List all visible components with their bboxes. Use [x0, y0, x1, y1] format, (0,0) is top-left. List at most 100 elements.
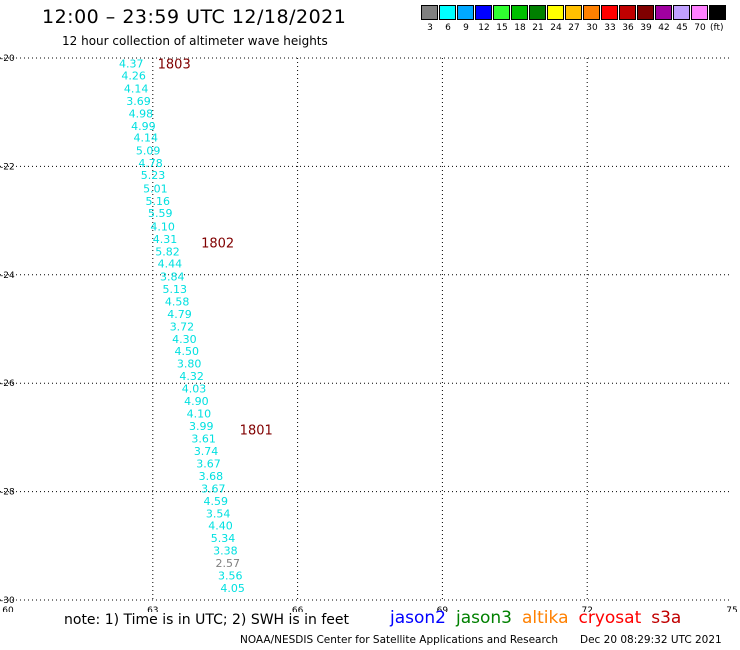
- legend-swatch: [421, 5, 438, 20]
- y-tick-label: -30: [0, 596, 15, 606]
- wave-height-label: 4.32: [179, 370, 204, 383]
- legend-swatch: [529, 5, 546, 20]
- satellite-cryosat: cryosat: [578, 608, 642, 628]
- y-tick-label: -24: [0, 271, 15, 281]
- legend-swatch: [493, 5, 510, 20]
- time-label: 1801: [240, 423, 273, 438]
- x-tick-label: 69: [437, 606, 449, 612]
- wave-height-label: 4.03: [182, 383, 207, 396]
- legend-swatch: [583, 5, 600, 20]
- footnote: note: 1) Time is in UTC; 2) SWH is in fe…: [64, 612, 350, 628]
- satellite-s3a: s3a: [651, 608, 682, 628]
- y-tick-label: -20: [0, 54, 15, 64]
- legend-swatch: [511, 5, 528, 20]
- legend-label: 36: [622, 23, 634, 33]
- legend-swatch: [673, 5, 690, 20]
- wave-height-label: 3.99: [189, 420, 214, 433]
- wave-height-label: 3.38: [213, 545, 238, 558]
- chart-subtitle: 12 hour collection of altimeter wave hei…: [62, 34, 328, 48]
- legend-label: 42: [658, 23, 670, 33]
- credit-line: NOAA/NESDIS Center for Satellite Applica…: [240, 634, 558, 646]
- legend-label: 15: [496, 23, 508, 33]
- legend-swatch: [619, 5, 636, 20]
- wave-height-label: 4.26: [121, 69, 146, 82]
- legend-label: 21: [532, 23, 544, 33]
- wave-height-label: 5.16: [146, 195, 171, 208]
- legend-swatch: [439, 5, 456, 20]
- wave-height-label: 5.01: [143, 183, 168, 196]
- wave-height-label: 4.90: [184, 395, 209, 408]
- legend-label: 3: [427, 23, 433, 33]
- satellite-jason2: jason2: [390, 608, 446, 628]
- legend-label: 27: [568, 23, 580, 33]
- legend-label: 12: [478, 23, 490, 33]
- x-tick-label: 63: [147, 606, 158, 612]
- legend-swatch: [547, 5, 564, 20]
- legend-label: 9: [463, 23, 469, 33]
- wave-height-label: 4.14: [133, 132, 158, 145]
- altimeter-plot: 60 63 66 69 72 75-20-22-24-26-28-304.374.264.…: [0, 54, 738, 612]
- legend-label: 39: [640, 23, 652, 33]
- wave-height-label: 4.37: [119, 57, 144, 70]
- wave-height-label: 3.69: [126, 95, 150, 108]
- wave-height-label: 3.67: [196, 457, 221, 470]
- wave-height-label: 3.67: [201, 482, 226, 495]
- legend-label: 33: [604, 23, 616, 33]
- legend-swatch: [565, 5, 582, 20]
- wave-height-label: 4.30: [172, 333, 197, 346]
- wave-height-label: 3.74: [194, 445, 219, 458]
- wave-height-label: 3.54: [206, 507, 231, 520]
- legend-swatch: [475, 5, 492, 20]
- satellite-legend: jason2 jason3 altika cryosat s3a: [390, 608, 691, 628]
- wave-height-label: 5.09: [136, 145, 161, 158]
- wave-height-label: 4.31: [153, 233, 178, 246]
- x-tick-label: 72: [581, 606, 592, 612]
- wave-height-label: 4.79: [167, 308, 192, 321]
- wave-height-label: 4.40: [208, 520, 233, 533]
- wave-height-label: 3.61: [191, 432, 216, 445]
- wave-height-label: 4.78: [138, 157, 163, 170]
- wave-height-label: 4.10: [187, 408, 212, 421]
- satellite-jason3: jason3: [456, 608, 512, 628]
- legend-labels: 3 6 9 12 15 18 21 24 27 30 33 36 39 42 45 70 (ft): [421, 23, 727, 33]
- satellite-altika: altika: [522, 608, 569, 628]
- legend-label: 30: [586, 23, 598, 33]
- wave-height-label: 5.59: [148, 207, 173, 220]
- legend-label: 24: [550, 23, 562, 33]
- wave-height-label: 4.05: [220, 582, 245, 595]
- wave-height-label: 4.14: [124, 82, 149, 95]
- wave-height-label: 5.34: [211, 532, 236, 545]
- legend-label: 6: [445, 23, 451, 33]
- wave-height-label: 3.68: [199, 470, 224, 483]
- wave-height-label: 3.72: [170, 320, 195, 333]
- legend-label: 70: [694, 23, 706, 33]
- y-tick-label: -22: [0, 162, 15, 172]
- legend-swatch: [709, 5, 726, 20]
- wave-height-label: 5.82: [155, 245, 180, 258]
- color-legend: 3 6 9 12 15 18 21 24 27 30 33 36 39 42 45 70 (ft): [421, 5, 727, 33]
- wave-height-label: 2.57: [216, 557, 241, 570]
- wave-height-label: 4.59: [203, 495, 228, 508]
- x-tick-label: 66: [292, 606, 304, 612]
- legend-swatches: [421, 5, 727, 20]
- legend-swatch: [637, 5, 654, 20]
- wave-height-label: 4.58: [165, 295, 190, 308]
- legend-swatch: [601, 5, 618, 20]
- x-tick-label: 60: [2, 606, 14, 612]
- wave-height-label: 4.10: [150, 221, 175, 234]
- wave-height-label: 3.80: [177, 358, 202, 371]
- chart-title: 12:00 – 23:59 UTC 12/18/2021: [42, 6, 347, 28]
- legend-unit: (ft): [710, 23, 724, 33]
- wave-height-label: 4.99: [131, 120, 156, 133]
- wave-height-label: 4.98: [129, 107, 154, 120]
- legend-label: 45: [676, 23, 688, 33]
- time-label: 1802: [201, 236, 234, 251]
- y-tick-label: -26: [0, 379, 15, 389]
- wave-height-label: 5.23: [141, 169, 166, 182]
- wave-height-label: 3.56: [218, 570, 243, 583]
- legend-swatch: [457, 5, 474, 20]
- legend-swatch: [691, 5, 708, 20]
- time-label: 1803: [158, 57, 191, 72]
- wave-height-label: 3.84: [160, 270, 185, 283]
- legend-swatch: [655, 5, 672, 20]
